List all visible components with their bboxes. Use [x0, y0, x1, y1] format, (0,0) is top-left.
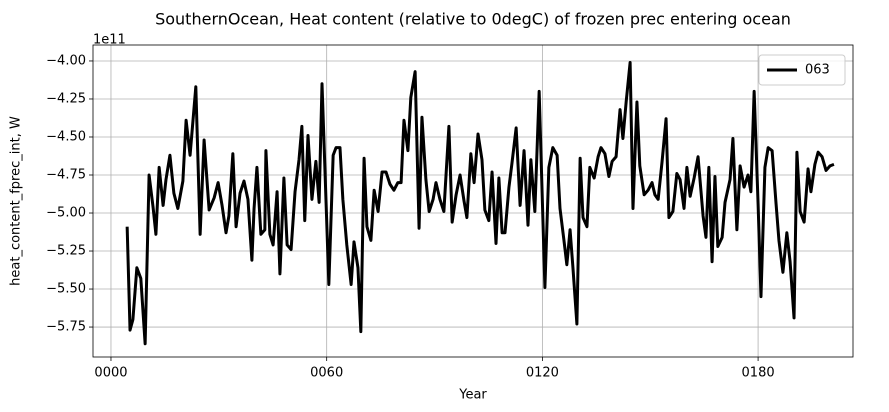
- plot-frame: [92, 44, 854, 358]
- y-axis-label: heat_content_fprec_int, W: [9, 116, 24, 286]
- y-tick-label: −4.50: [46, 129, 86, 144]
- x-tick-label: 0060: [310, 366, 343, 381]
- y-tick-label: −5.75: [46, 320, 86, 335]
- x-tick-label: 0000: [94, 366, 127, 381]
- y-tick-label: −5.00: [46, 206, 86, 221]
- y-offset-label: 1e11: [93, 33, 126, 48]
- y-tick-label: −4.00: [46, 53, 86, 68]
- y-tick-label: −5.50: [46, 282, 86, 297]
- y-tick-label: −5.25: [46, 244, 86, 259]
- y-tick-label: −4.75: [46, 168, 86, 183]
- legend-box: [758, 54, 846, 86]
- x-tick-label: 0180: [742, 366, 775, 381]
- chart-title: SouthernOcean, Heat content (relative to…: [155, 10, 791, 29]
- x-tick-label: 0120: [526, 366, 559, 381]
- legend-label: 063: [805, 63, 830, 78]
- data-line: [125, 60, 835, 346]
- y-tick-label: −4.25: [46, 91, 86, 106]
- x-axis-label: Year: [458, 388, 487, 403]
